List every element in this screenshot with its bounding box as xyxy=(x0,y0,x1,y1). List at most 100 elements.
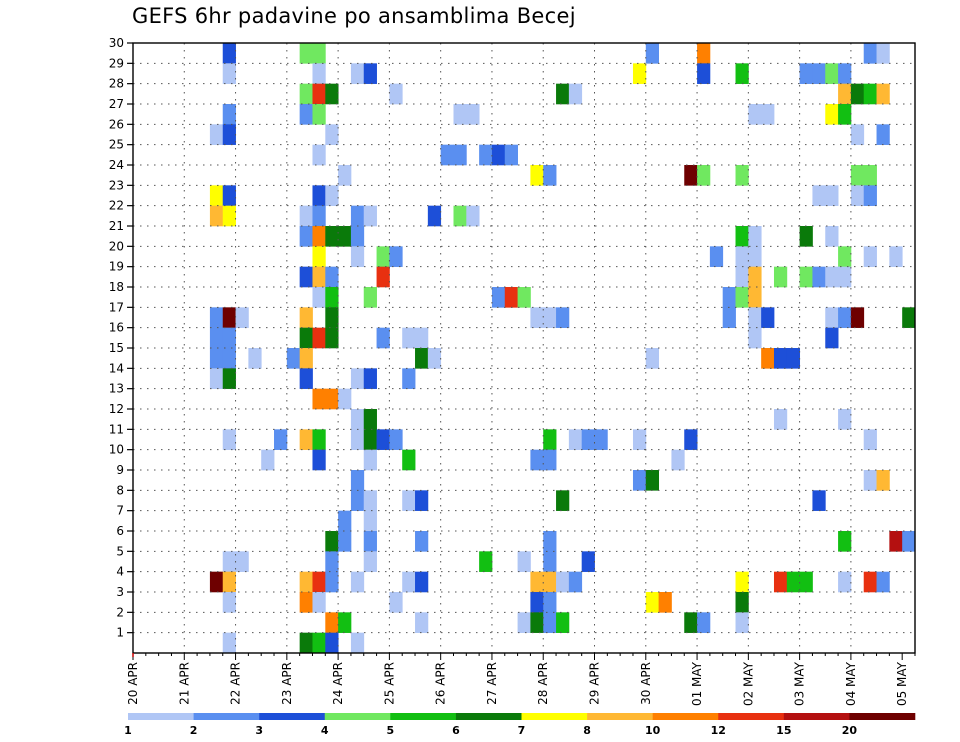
heatmap-cell xyxy=(838,246,852,267)
heatmap-cell xyxy=(786,571,801,593)
heatmap-cell xyxy=(838,266,852,288)
heatmap-cell xyxy=(530,165,544,186)
heatmap-cell xyxy=(517,287,531,308)
colorbar-label: 1 xyxy=(124,724,132,737)
heatmap-cell xyxy=(543,449,557,471)
heatmap-cell xyxy=(325,632,339,654)
x-tick-label: 29 APR xyxy=(588,662,602,705)
y-tick-label: 29 xyxy=(109,56,124,70)
x-tick-label: 03 MAY xyxy=(793,661,807,706)
colorbar-swatch xyxy=(390,713,457,720)
heatmap-cell xyxy=(748,327,762,349)
heatmap-cell xyxy=(363,63,377,84)
y-tick-label: 16 xyxy=(109,321,124,335)
chart-title: GEFS 6hr padavine po ansamblima Becej xyxy=(132,4,576,28)
x-tick-label: 24 APR xyxy=(331,662,345,705)
y-tick-label: 6 xyxy=(116,524,124,538)
heatmap-cell xyxy=(415,531,429,552)
y-tick-label: 1 xyxy=(116,626,124,640)
heatmap-cell xyxy=(415,348,429,369)
heatmap-cell xyxy=(761,104,775,125)
heatmap-cell xyxy=(825,185,839,206)
heatmap-cell xyxy=(350,409,365,430)
heatmap-cell xyxy=(863,43,877,64)
heatmap-cell xyxy=(312,63,326,84)
heatmap-cell xyxy=(748,266,762,288)
colorbar-swatch xyxy=(652,713,719,720)
x-tick-label: 26 APR xyxy=(434,662,448,705)
heatmap-cell xyxy=(825,104,839,125)
heatmap-cell xyxy=(491,144,506,166)
x-tick-label: 01 MAY xyxy=(690,661,704,706)
colorbar-swatch xyxy=(783,713,850,720)
heatmap-cell xyxy=(838,63,852,84)
heatmap-cell xyxy=(363,510,377,532)
heatmap-cell xyxy=(325,388,339,410)
colorbar-label: 6 xyxy=(452,724,460,737)
colorbar-label: 8 xyxy=(583,724,591,737)
heatmap-cell xyxy=(735,63,749,84)
heatmap-cell xyxy=(376,266,390,288)
heatmap-cell xyxy=(338,510,352,532)
heatmap-cell xyxy=(312,185,326,206)
heatmap-cell xyxy=(825,266,839,288)
heatmap-cell xyxy=(312,104,326,125)
heatmap-cell xyxy=(222,551,236,572)
heatmap-cell xyxy=(350,632,365,654)
heatmap-cell xyxy=(825,63,839,84)
heatmap-cell xyxy=(299,307,313,328)
heatmap-cell xyxy=(850,124,865,145)
heatmap-cell xyxy=(684,165,698,186)
heatmap-cell xyxy=(543,551,557,572)
heatmap-cell xyxy=(402,368,416,389)
heatmap-cell xyxy=(453,104,467,125)
colorbar-swatch xyxy=(455,713,522,720)
heatmap-cell xyxy=(632,470,647,491)
plot-grid xyxy=(133,43,915,653)
y-tick-label: 13 xyxy=(109,382,124,396)
heatmap-cell xyxy=(312,429,326,450)
heatmap-cell xyxy=(312,246,326,267)
heatmap-cell xyxy=(209,124,224,145)
y-tick-label: 23 xyxy=(109,178,124,192)
heatmap-cell xyxy=(735,592,749,613)
heatmap-cell xyxy=(299,327,313,349)
heatmap-cell xyxy=(312,226,326,247)
heatmap-cell xyxy=(222,185,236,206)
heatmap-cell xyxy=(556,612,570,633)
x-tick-label: 20 APR xyxy=(126,662,140,705)
heatmap-cell xyxy=(902,531,916,552)
heatmap-cell xyxy=(556,490,570,511)
colorbar-swatch xyxy=(849,713,916,720)
heatmap-cell xyxy=(350,226,365,247)
heatmap-cell xyxy=(402,490,416,511)
heatmap-cell xyxy=(222,307,236,328)
heatmap-cell xyxy=(850,307,865,328)
heatmap-cell xyxy=(466,205,480,227)
heatmap-cell xyxy=(222,368,236,389)
heatmap-cell xyxy=(543,571,557,593)
x-tick-label: 21 APR xyxy=(177,662,191,705)
heatmap-cell xyxy=(209,185,224,206)
heatmap-cell xyxy=(863,571,877,593)
heatmap-cell xyxy=(325,83,339,105)
heatmap-cell xyxy=(466,104,480,125)
colorbar-label: 2 xyxy=(190,724,198,737)
heatmap-cell xyxy=(389,429,403,450)
heatmap-cell xyxy=(350,470,365,491)
heatmap-cell xyxy=(325,185,339,206)
y-tick-label: 25 xyxy=(109,138,124,152)
heatmap-cell xyxy=(556,571,570,593)
heatmap-cell xyxy=(299,348,313,369)
heatmap-cell xyxy=(415,571,429,593)
heatmap-cell xyxy=(556,307,570,328)
heatmap-cell xyxy=(850,185,865,206)
heatmap-cell xyxy=(222,104,236,125)
heatmap-cell xyxy=(697,63,711,84)
y-tick-label: 27 xyxy=(109,97,124,111)
heatmap-cell xyxy=(799,571,813,593)
heatmap-cell xyxy=(812,63,826,84)
heatmap-cell xyxy=(799,266,813,288)
heatmap-cell xyxy=(556,83,570,105)
